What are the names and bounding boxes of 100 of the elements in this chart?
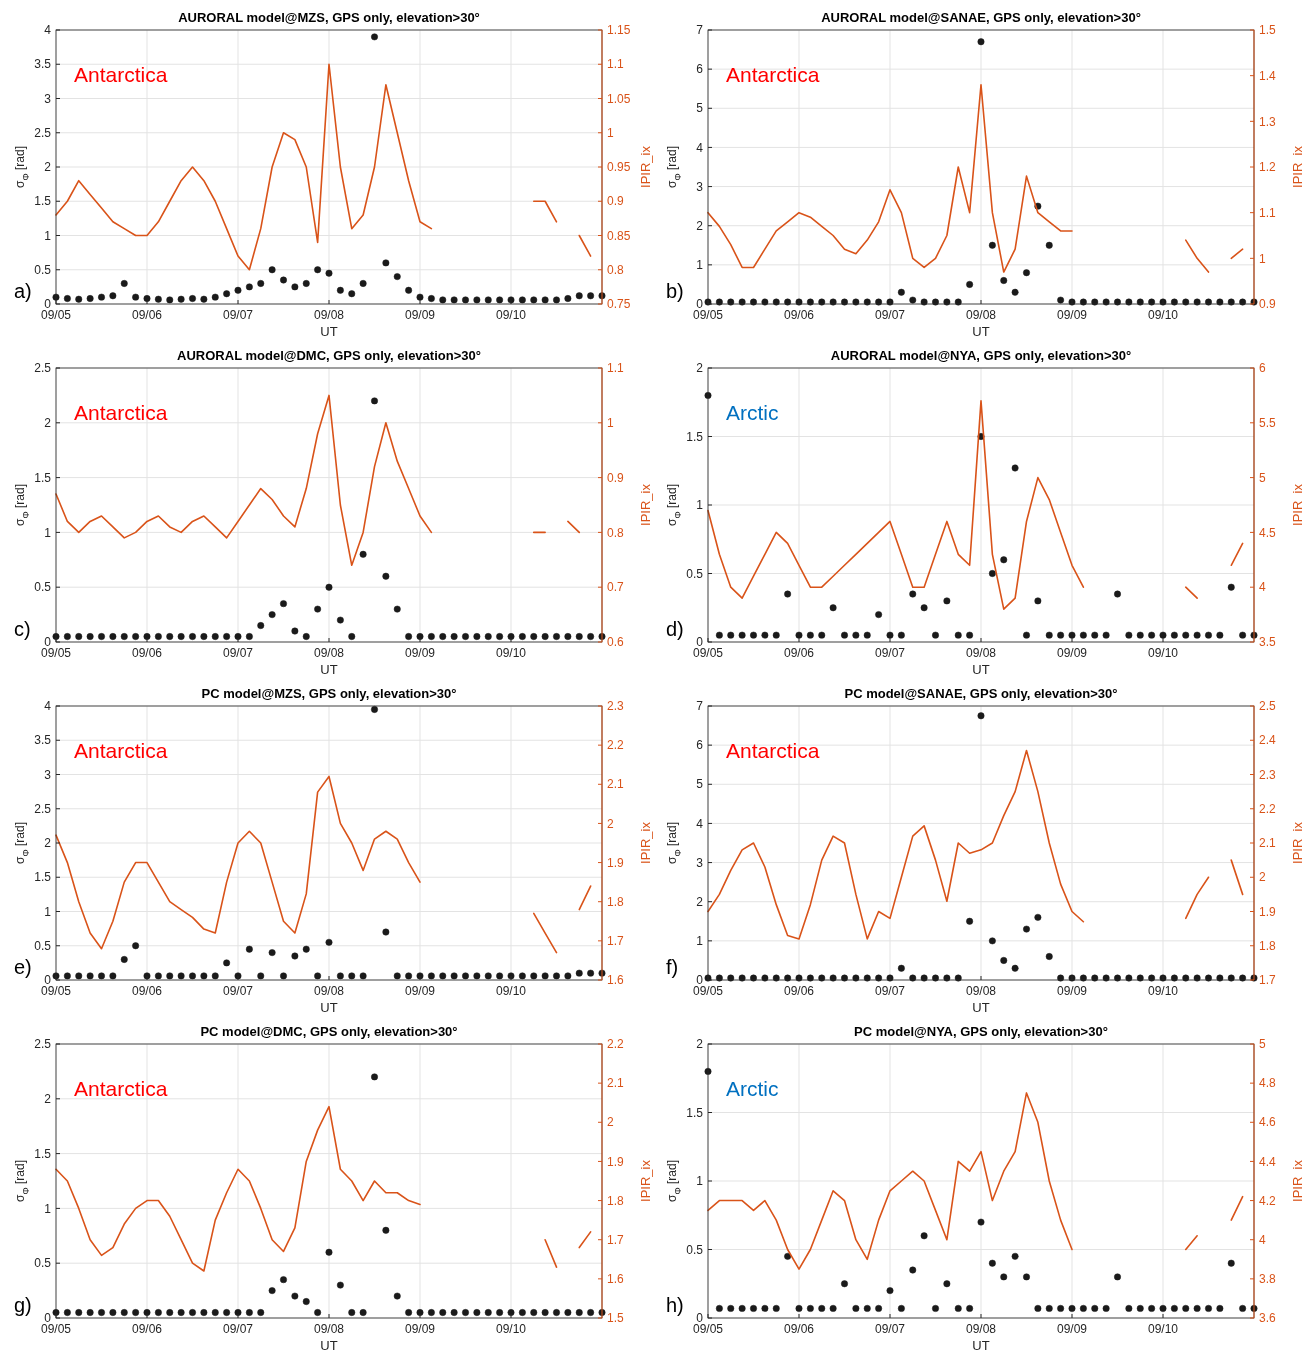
y-tick-label: 2	[44, 1092, 52, 1106]
x-tick-label: 09/07	[222, 308, 254, 322]
x-tick-label: 09/07	[222, 646, 254, 660]
chart-title: AURORAL model@DMC, GPS only, elevation>30°	[177, 348, 481, 363]
y2-tick-label: 2.5	[1259, 699, 1277, 714]
x-tick-label: 09/05	[40, 308, 72, 322]
y-tick-label: 1.5	[686, 1105, 704, 1120]
y-tick-label: 1.5	[34, 870, 52, 885]
y-tick-label: 2	[44, 416, 52, 430]
y2-tick-label: 1.4	[1259, 68, 1277, 83]
y2-tick-label: 4.8	[1259, 1076, 1277, 1091]
x-axis-title: UT	[972, 662, 990, 677]
y2-tick-label: 4.6	[1259, 1115, 1277, 1130]
x-tick-label: 09/05	[692, 1322, 724, 1336]
x-tick-label: 09/07	[874, 308, 906, 322]
y-tick-label: 0.5	[34, 938, 52, 953]
y2-tick-label: 2.1	[607, 777, 625, 792]
x-axis-title: UT	[320, 662, 338, 677]
x-tick-label: 09/08	[965, 1322, 997, 1336]
y-tick-label: 2	[696, 361, 704, 376]
x-tick-label: 09/08	[313, 308, 345, 322]
y-tick-label: 3	[696, 179, 704, 194]
y2-tick-label: 2.1	[607, 1076, 625, 1091]
y-tick-label: 3	[44, 767, 52, 782]
chart-title: PC model@MZS, GPS only, elevation>30°	[201, 686, 457, 701]
x-tick-label: 09/09	[1056, 308, 1088, 322]
y-tick-label: 1	[696, 498, 704, 513]
y2-tick-label: 1.6	[607, 1272, 625, 1287]
y-tick-label: 2	[44, 836, 52, 851]
chart-title: PC model@NYA, GPS only, elevation>30°	[854, 1024, 1108, 1039]
y-tick-label: 1	[696, 1174, 704, 1189]
x-tick-label: 09/07	[222, 984, 254, 998]
y2-tick-label: 3.6	[1259, 1311, 1277, 1326]
x-axis-title: UT	[320, 324, 338, 339]
y-tick-label: 0.5	[686, 566, 704, 581]
x-tick-label: 09/09	[404, 646, 436, 660]
text: g)	[14, 1294, 32, 1316]
text: c)	[14, 618, 31, 640]
y-tick-label: 2	[44, 160, 52, 175]
y2-tick-label: 0.95	[607, 160, 631, 175]
y-tick-label: 1.5	[34, 194, 52, 209]
y2-tick-label: 1.7	[607, 934, 625, 949]
y2-tick-label: 1	[1259, 251, 1266, 266]
y2-tick-label: 2	[1259, 870, 1266, 885]
y2-tick-label: 0.8	[607, 525, 625, 540]
x-tick-label: 09/06	[783, 984, 815, 998]
text: f)	[666, 956, 679, 978]
y2-tick-label: 1.6	[607, 973, 625, 988]
y2-tick-label: 4	[1259, 580, 1266, 595]
y2-axis-title: IPIR_ix	[638, 145, 653, 188]
annotation: Antarctica	[726, 739, 820, 762]
y2-tick-label: 1.5	[1259, 23, 1277, 38]
text: d)	[666, 618, 684, 640]
x-tick-label: 09/09	[404, 1322, 436, 1336]
chart-title: AURORAL model@MZS, GPS only, elevation>30°	[178, 10, 480, 25]
y-tick-label: 1	[44, 1201, 52, 1216]
y-tick-label: 1.5	[34, 470, 52, 485]
y2-tick-label: 1.7	[607, 1232, 625, 1247]
y-tick-label: 1	[696, 934, 704, 949]
x-tick-label: 09/08	[965, 646, 997, 660]
y-tick-label: 4	[44, 23, 52, 38]
y2-tick-label: 0.8	[607, 262, 625, 277]
text: a)	[14, 280, 32, 302]
x-tick-label: 09/05	[692, 646, 724, 660]
x-tick-label: 09/06	[131, 984, 163, 998]
y2-tick-label: 4.4	[1259, 1154, 1277, 1169]
x-tick-label: 09/10	[495, 1322, 527, 1336]
y2-tick-label: 2.2	[607, 738, 625, 753]
chart-title: AURORAL model@SANAE, GPS only, elevation>30°	[821, 10, 1141, 25]
y-tick-label: 2	[696, 894, 704, 909]
y-tick-label: 2.5	[34, 1037, 52, 1052]
y-tick-label: 2.5	[34, 361, 52, 376]
x-tick-label: 09/06	[131, 308, 163, 322]
y-tick-label: 2.5	[34, 125, 52, 140]
y-tick-label: 1.5	[686, 429, 704, 444]
x-tick-label: 09/08	[313, 1322, 345, 1336]
y-tick-label: 0.5	[34, 1256, 52, 1271]
y2-axis-title: IPIR_ix	[638, 483, 653, 526]
chart-title: PC model@SANAE, GPS only, elevation>30°	[844, 686, 1118, 701]
y-tick-label: 0.5	[34, 580, 52, 595]
x-tick-label: 09/07	[874, 646, 906, 660]
y2-tick-label: 1.1	[607, 57, 625, 72]
y-tick-label: 4	[696, 140, 704, 155]
annotation: Antarctica	[74, 63, 168, 86]
x-tick-label: 09/10	[495, 984, 527, 998]
y2-tick-label: 3.8	[1259, 1272, 1277, 1287]
x-axis-title: UT	[320, 1000, 338, 1015]
y-tick-label: 3	[44, 91, 52, 106]
y2-axis-title: IPIR_ix	[1290, 145, 1304, 188]
y2-axis-title: IPIR_ix	[1290, 483, 1304, 526]
y2-tick-label: 1.8	[1259, 938, 1277, 953]
x-tick-label: 09/09	[404, 308, 436, 322]
x-tick-label: 09/10	[1147, 308, 1179, 322]
x-tick-label: 09/05	[692, 308, 724, 322]
y2-tick-label: 0.9	[1259, 297, 1277, 312]
x-axis-title: UT	[972, 1000, 990, 1015]
y2-tick-label: 1	[607, 125, 614, 140]
y2-axis-title: IPIR_ix	[638, 1159, 653, 1202]
y2-tick-label: 4	[1259, 1232, 1266, 1247]
chart-title: AURORAL model@NYA, GPS only, elevation>30°	[830, 348, 1132, 363]
